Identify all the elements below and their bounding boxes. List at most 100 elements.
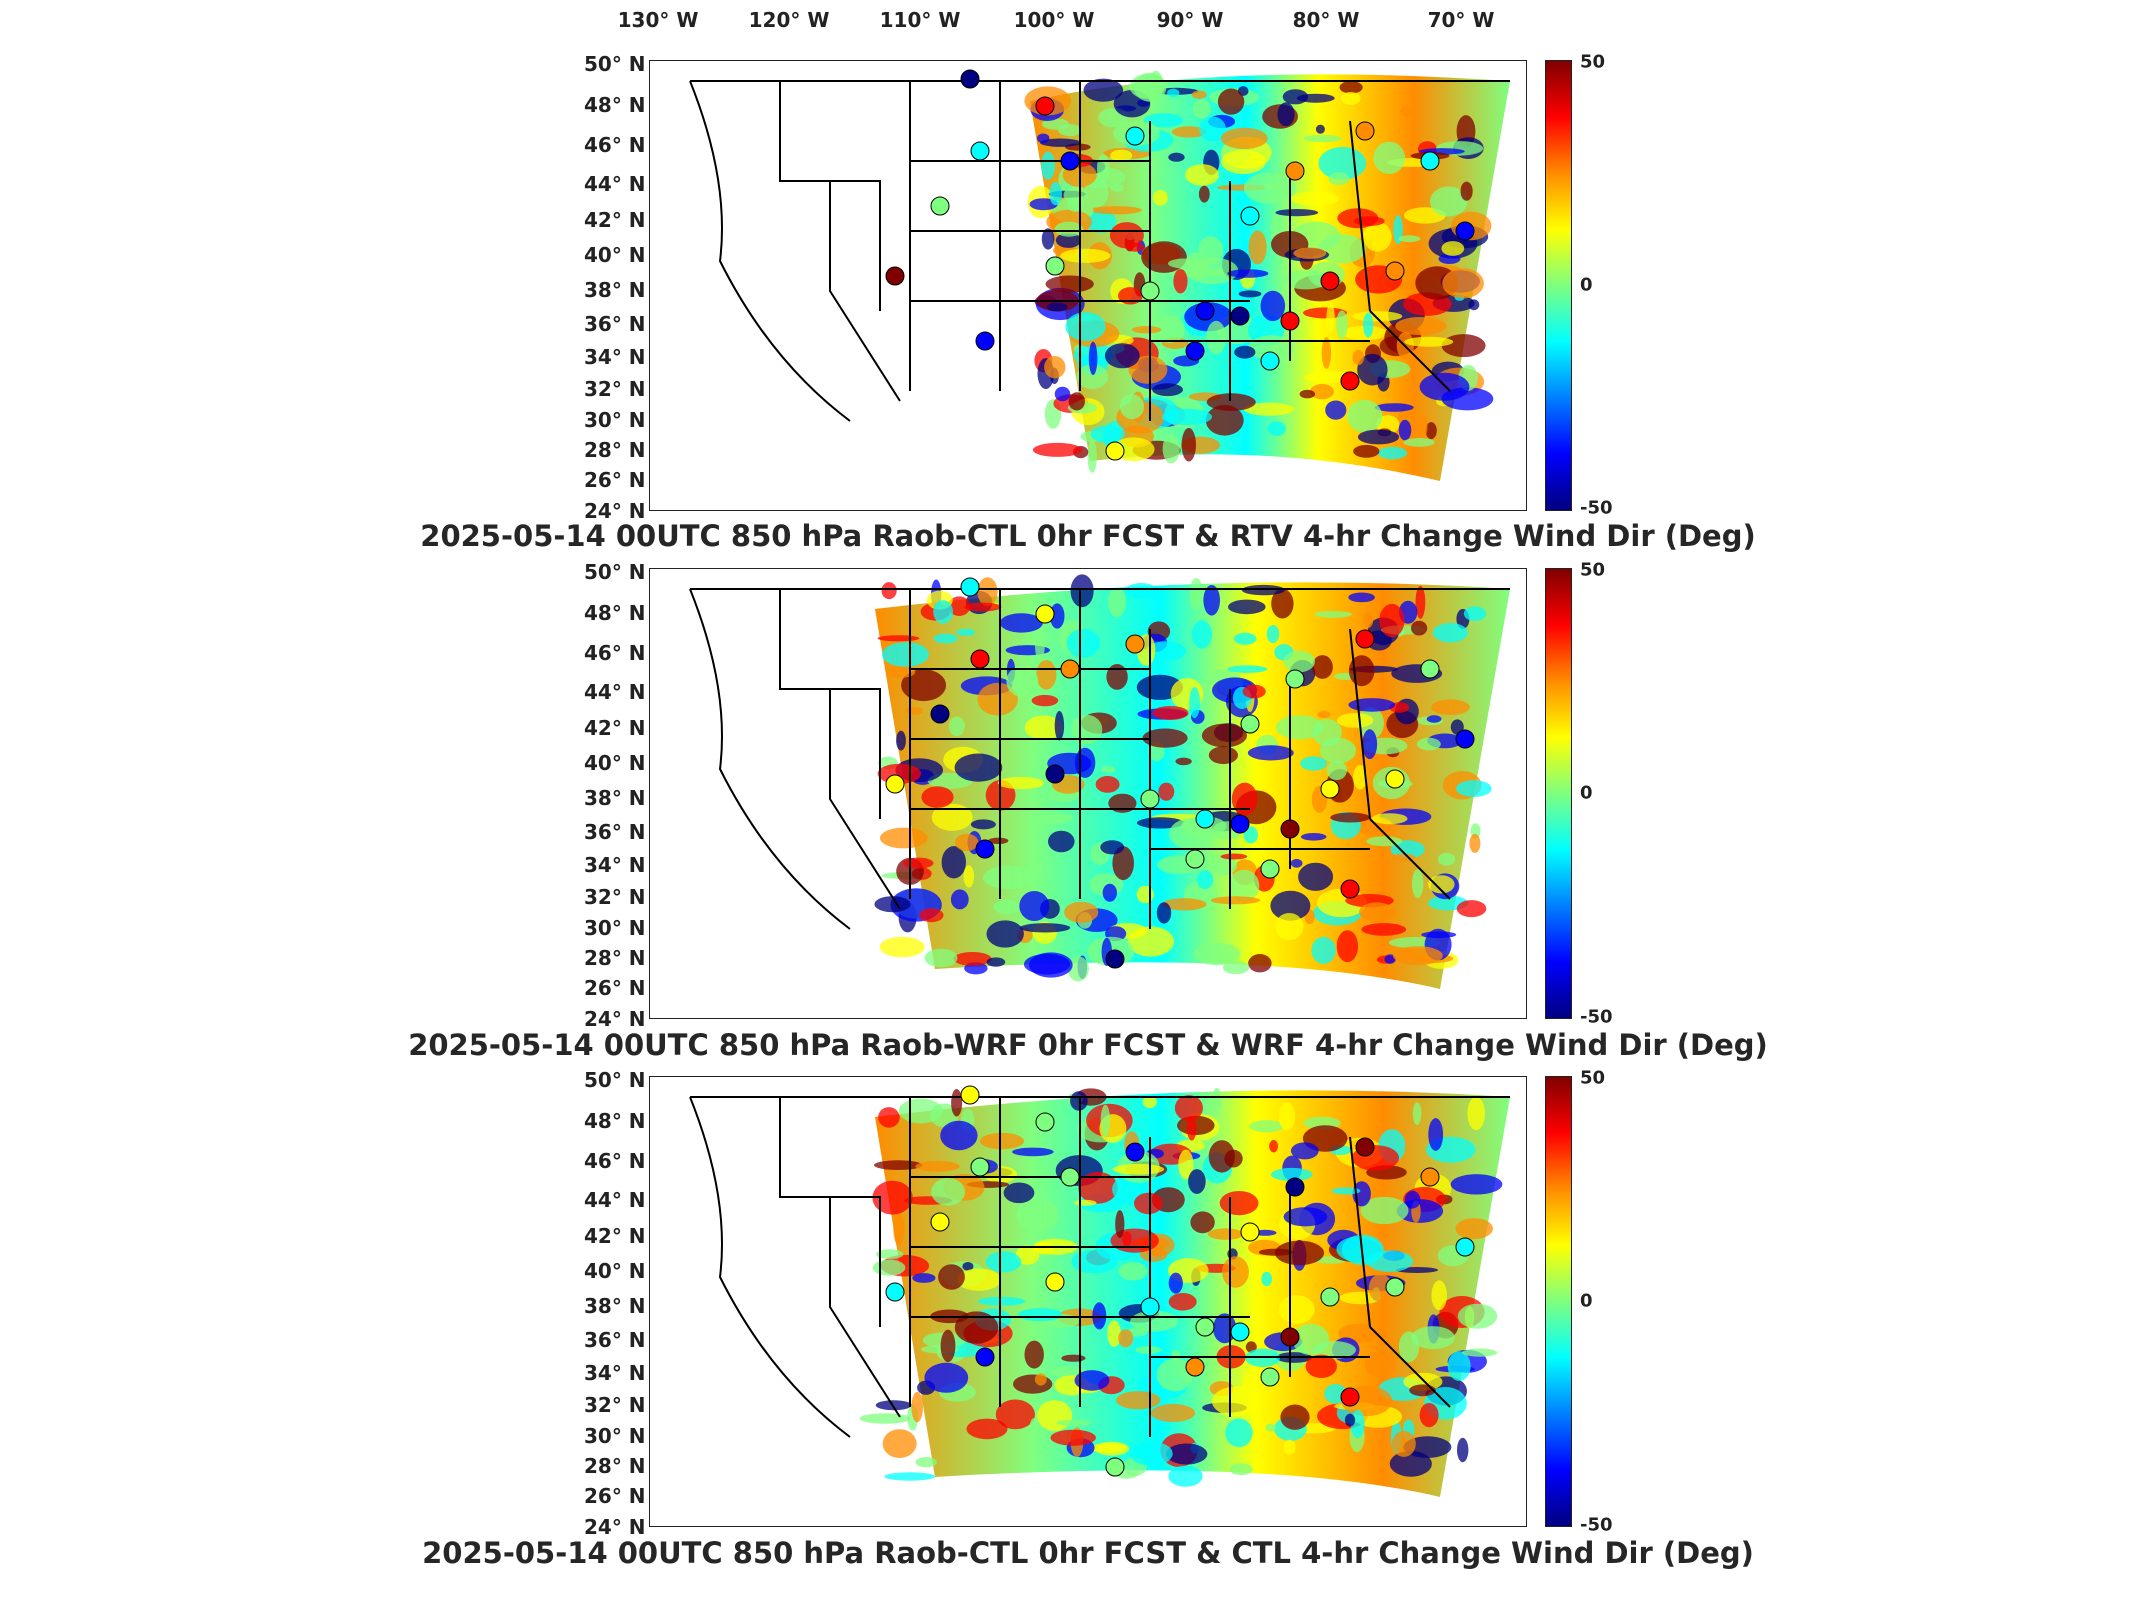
field-blotch bbox=[1229, 869, 1260, 902]
field-blotch bbox=[878, 1107, 900, 1128]
map-frame bbox=[649, 60, 1527, 511]
field-blotch bbox=[924, 1362, 969, 1393]
field-blotch bbox=[1198, 236, 1224, 265]
field-blotch bbox=[1261, 1271, 1273, 1287]
lon-label: 80° W bbox=[1292, 8, 1360, 32]
field-blotch bbox=[1411, 1326, 1455, 1350]
field-blotch bbox=[1031, 694, 1059, 707]
field-blotch bbox=[884, 1472, 936, 1481]
field-blotch bbox=[1441, 334, 1486, 358]
raob-circle bbox=[975, 839, 995, 859]
field-blotch bbox=[933, 600, 953, 624]
field-blotch bbox=[1278, 1102, 1295, 1131]
field-blotch bbox=[1203, 585, 1220, 616]
field-blotch bbox=[1119, 394, 1145, 420]
colorbar bbox=[1545, 1076, 1572, 1527]
field-blotch bbox=[1102, 883, 1117, 902]
field-blotch bbox=[1457, 1437, 1469, 1463]
colorbar-min-label: -50 bbox=[1580, 497, 1613, 519]
field-blotch bbox=[882, 642, 929, 667]
raob-circle bbox=[1125, 634, 1145, 654]
lon-label: 120° W bbox=[748, 8, 830, 32]
field-blotch bbox=[1359, 902, 1395, 922]
raob-circle bbox=[930, 704, 950, 724]
lat-label: 44° N bbox=[584, 680, 646, 704]
raob-circle bbox=[885, 774, 905, 794]
colorbar bbox=[1545, 568, 1572, 1019]
field-blotch bbox=[1438, 253, 1461, 264]
field-blotch bbox=[1166, 1443, 1208, 1465]
field-blotch bbox=[954, 753, 1003, 782]
lat-label: 32° N bbox=[584, 1393, 646, 1417]
raob-circle bbox=[1035, 604, 1055, 624]
lat-label: 32° N bbox=[584, 885, 646, 909]
field-blotch bbox=[1097, 154, 1110, 183]
raob-circle bbox=[1420, 659, 1440, 679]
raob-circle bbox=[1285, 1177, 1305, 1197]
raob-circle bbox=[1420, 1167, 1440, 1187]
field-blotch bbox=[1277, 102, 1295, 127]
field-blotch bbox=[1186, 1116, 1197, 1141]
field-blotch bbox=[1426, 715, 1442, 723]
field-blotch bbox=[1304, 134, 1342, 143]
field-blotch bbox=[1191, 620, 1213, 649]
field-blotch bbox=[1234, 345, 1256, 359]
raob-circle bbox=[1195, 1317, 1215, 1337]
field-blotch bbox=[1078, 1171, 1118, 1204]
field-blotch bbox=[893, 1211, 905, 1246]
field-blotch bbox=[1283, 1439, 1296, 1455]
field-blotch bbox=[1278, 1295, 1315, 1324]
field-blotch bbox=[1300, 756, 1327, 771]
field-blotch bbox=[1029, 198, 1058, 211]
field-blotch bbox=[1083, 78, 1124, 102]
field-blotch bbox=[1347, 399, 1383, 433]
field-blotch bbox=[1312, 718, 1342, 747]
field-blotch bbox=[1404, 336, 1454, 347]
field-blotch bbox=[962, 1262, 974, 1271]
field-blotch bbox=[1429, 186, 1468, 217]
field-blotch bbox=[1041, 151, 1055, 180]
field-blotch bbox=[1084, 178, 1109, 208]
map-frame bbox=[649, 1076, 1527, 1527]
field-blotch bbox=[1336, 310, 1348, 339]
field-blotch bbox=[1303, 307, 1347, 319]
field-blotch bbox=[1067, 197, 1085, 212]
lon-label: 90° W bbox=[1156, 8, 1224, 32]
field-blotch bbox=[1070, 1091, 1088, 1111]
field-blotch bbox=[999, 613, 1043, 633]
raob-circle bbox=[885, 266, 905, 286]
field-blotch bbox=[1457, 1303, 1498, 1329]
field-blotch bbox=[1161, 898, 1207, 911]
field-blotch bbox=[1122, 1231, 1132, 1247]
lat-label: 28° N bbox=[584, 438, 646, 462]
field-blotch bbox=[1191, 90, 1207, 99]
field-blotch bbox=[940, 1120, 978, 1151]
field-blotch bbox=[957, 1268, 1001, 1291]
field-blotch bbox=[896, 730, 906, 751]
field-blotch bbox=[1362, 729, 1378, 760]
field-blotch bbox=[1037, 133, 1050, 144]
raob-circle bbox=[1320, 1287, 1340, 1307]
field-blotch bbox=[1318, 234, 1366, 264]
field-blotch bbox=[1441, 241, 1465, 256]
field-blotch bbox=[1415, 585, 1426, 619]
raob-circle bbox=[1340, 1387, 1360, 1407]
lat-label: 50° N bbox=[584, 52, 646, 76]
field-blotch bbox=[1205, 405, 1244, 436]
field-blotch bbox=[1049, 181, 1062, 206]
field-blotch bbox=[1074, 747, 1096, 778]
field-blotch bbox=[970, 819, 996, 830]
colorbar-mid-label: 0 bbox=[1580, 1290, 1593, 1312]
field-blotch bbox=[1131, 326, 1162, 334]
field-blotch bbox=[1136, 885, 1154, 904]
field-blotch bbox=[1314, 610, 1352, 618]
field-blotch bbox=[986, 920, 1024, 948]
boundary-line bbox=[1369, 818, 1451, 900]
field-blotch bbox=[1174, 1095, 1203, 1121]
field-blotch bbox=[1168, 1293, 1197, 1311]
raob-circle bbox=[1455, 729, 1475, 749]
lat-label: 44° N bbox=[584, 172, 646, 196]
field-blotch bbox=[1049, 603, 1065, 629]
field-blotch bbox=[1247, 745, 1294, 761]
